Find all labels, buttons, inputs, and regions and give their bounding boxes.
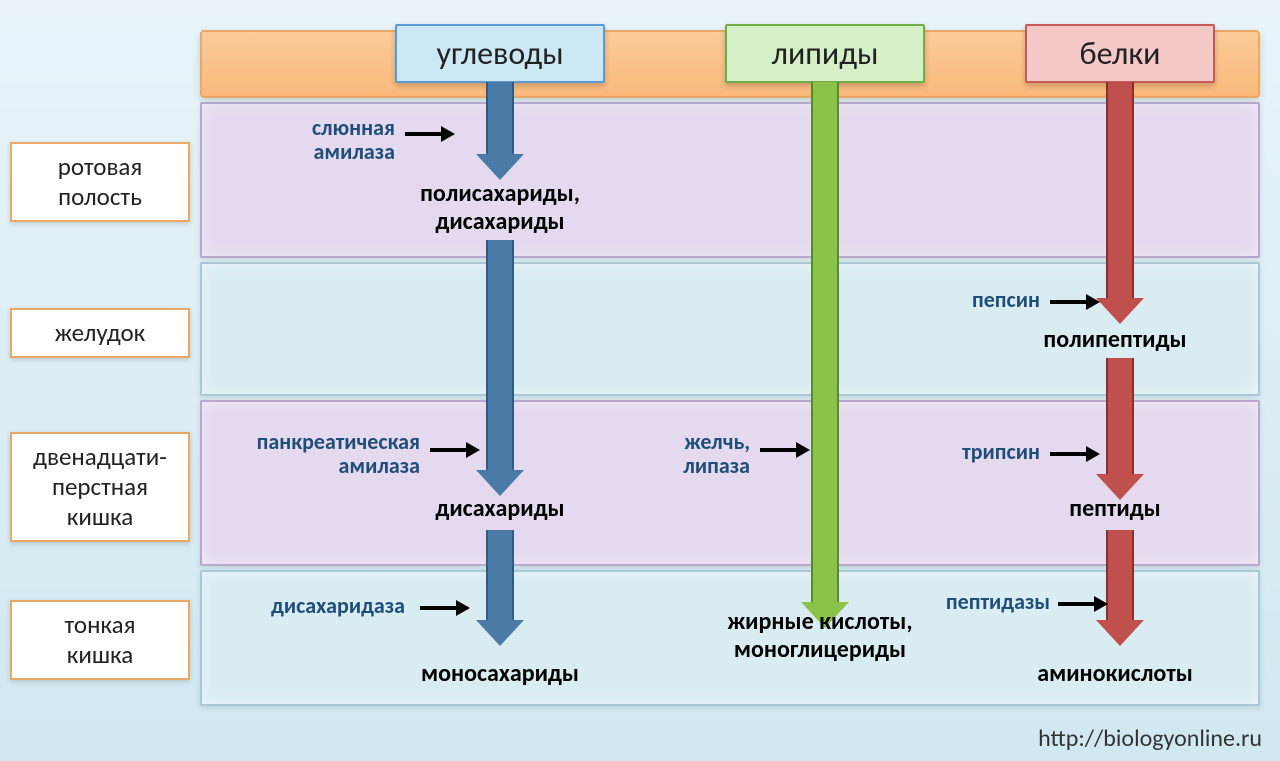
arrow-carbs-1 [486,82,514,180]
product-polydi: полисахариды,дисахариды [380,180,620,235]
enzyme-peptidase: пептидазы [930,590,1050,614]
source-url: http://biologyonline.ru [1038,724,1262,753]
small-arrow-disacch [420,606,460,610]
arrow-carbs-3 [486,530,514,646]
enzyme-panc-amylase: панкреатическаяамилаза [220,430,420,478]
enzyme-saliva: слюннаяамилаза [285,116,395,164]
label-mouth: ротоваяполость [10,142,190,222]
enzyme-disacch: дисахаридаза [245,594,405,618]
digestion-diagram: ротоваяполость желудок двенадцати-перстн… [130,30,1260,710]
small-arrow-saliva [405,132,445,136]
arrow-carbs-2 [486,240,514,496]
label-stomach: желудок [10,308,190,358]
enzyme-bile: желчь,липаза [660,430,750,478]
arrow-prot-2 [1106,358,1134,500]
small-arrow-trypsin [1050,452,1090,456]
header-proteins: белки [1025,24,1215,83]
header-lipids: липиды [725,24,925,83]
small-arrow-pepsin [1050,300,1090,304]
enzyme-pepsin: пепсин [950,288,1040,312]
arrow-lipids [811,82,839,628]
arrow-prot-1 [1106,82,1134,324]
header-carbs: углеводы [395,24,605,83]
label-ileum: тонкаякишка [10,600,190,680]
label-duodenum: двенадцати-перстнаякишка [10,432,190,542]
product-polypep: полипептиды [1020,326,1210,354]
product-peptides: пептиды [1040,495,1190,523]
product-mono: моносахариды [400,660,600,688]
arrow-prot-3 [1106,530,1134,646]
small-arrow-panc [430,448,470,452]
product-fatty: жирные кислоты,моноглицериды [690,608,950,663]
small-arrow-bile [760,448,800,452]
enzyme-trypsin: трипсин [940,440,1040,464]
product-disacch: дисахариды [410,495,590,523]
product-amino: аминокислоты [1010,660,1220,688]
small-arrow-peptidase [1058,602,1098,606]
